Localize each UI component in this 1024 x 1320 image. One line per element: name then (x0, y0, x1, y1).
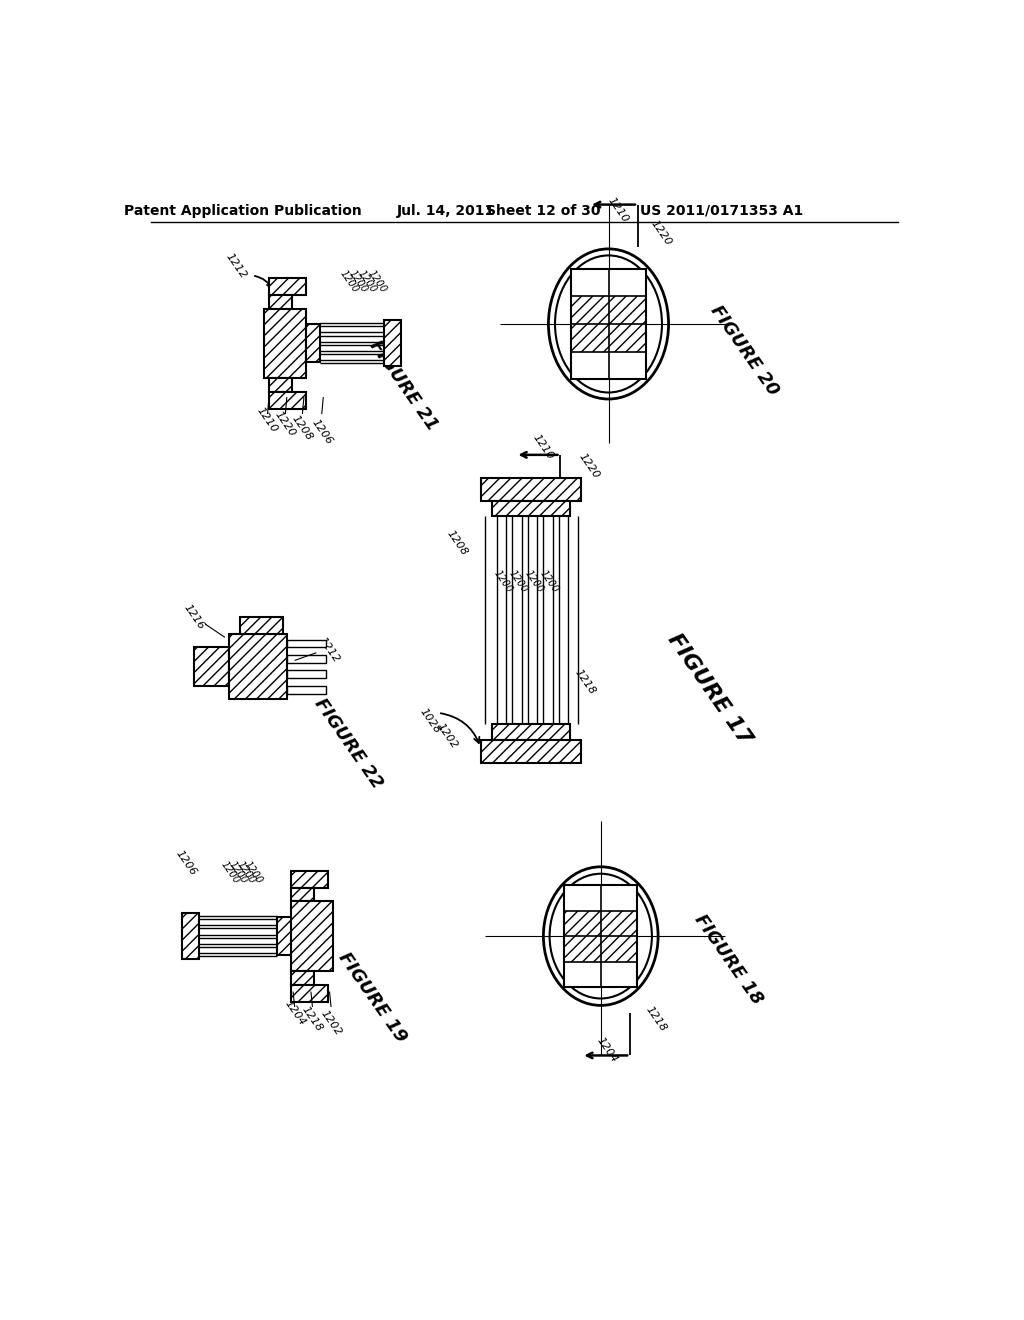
Text: 1200: 1200 (347, 268, 370, 294)
Text: 1218: 1218 (573, 668, 598, 697)
Text: 1210: 1210 (255, 405, 280, 434)
Bar (287, 640, 326, 647)
Bar (480, 739, 582, 763)
Text: Jul. 14, 2011: Jul. 14, 2011 (396, 203, 495, 218)
Text: FIGURE 22: FIGURE 22 (311, 696, 387, 792)
Bar (493, 725, 569, 739)
Text: FIGURE 21: FIGURE 21 (366, 337, 440, 434)
Text: 1204: 1204 (283, 998, 307, 1028)
Bar (228, 635, 287, 700)
Bar (291, 887, 314, 902)
Text: 1028: 1028 (418, 706, 442, 735)
Bar (564, 886, 637, 987)
Text: 1200: 1200 (366, 268, 388, 294)
Text: 1200: 1200 (338, 268, 360, 294)
Text: FIGURE 18: FIGURE 18 (691, 911, 766, 1007)
Bar (291, 902, 334, 970)
Bar (269, 294, 292, 309)
Text: 1220: 1220 (273, 409, 298, 438)
Bar (269, 277, 306, 294)
Bar (287, 655, 326, 663)
Bar (480, 478, 582, 502)
Text: 1212: 1212 (317, 635, 342, 664)
Text: 1200: 1200 (356, 268, 379, 294)
Bar (571, 323, 646, 351)
Text: 1204: 1204 (595, 1035, 620, 1065)
Text: 1220: 1220 (577, 451, 601, 480)
Bar (291, 871, 328, 887)
Text: 1212: 1212 (224, 252, 249, 281)
Bar (287, 671, 326, 678)
Text: 1208: 1208 (445, 529, 470, 558)
Text: 1218: 1218 (300, 1005, 325, 1034)
Text: 1206: 1206 (174, 849, 199, 878)
Text: FIGURE 19: FIGURE 19 (335, 949, 410, 1047)
Bar (291, 970, 314, 985)
Bar (287, 686, 326, 693)
Bar (276, 917, 291, 956)
Bar (571, 268, 646, 379)
Text: Patent Application Publication: Patent Application Publication (124, 203, 361, 218)
Text: 1208: 1208 (290, 413, 314, 442)
Bar (263, 309, 306, 378)
Bar (269, 378, 292, 392)
Bar (571, 296, 646, 323)
Text: 1206: 1206 (309, 417, 334, 446)
Text: 1200: 1200 (234, 859, 257, 886)
Text: 1200: 1200 (219, 859, 242, 886)
Bar (194, 647, 228, 686)
Text: FIGURE 17: FIGURE 17 (664, 631, 755, 748)
Text: 1210: 1210 (530, 433, 555, 462)
Bar (269, 392, 306, 409)
Bar (564, 936, 637, 961)
Text: 1200: 1200 (492, 569, 514, 595)
Text: 1202: 1202 (435, 721, 460, 751)
Bar (241, 616, 283, 635)
Bar (182, 913, 200, 960)
Bar (564, 886, 637, 987)
Bar (564, 911, 637, 936)
Text: 1200: 1200 (523, 569, 546, 595)
Text: FIGURE 20: FIGURE 20 (707, 302, 782, 400)
Text: 1210: 1210 (605, 195, 630, 224)
Text: Sheet 12 of 30: Sheet 12 of 30 (486, 203, 601, 218)
Text: 1202: 1202 (318, 1008, 343, 1038)
Bar (493, 502, 569, 516)
Text: US 2011/0171353 A1: US 2011/0171353 A1 (640, 203, 803, 218)
Bar (571, 268, 646, 379)
Bar (384, 321, 400, 367)
Text: 1200: 1200 (226, 859, 249, 886)
Text: 1200: 1200 (539, 569, 561, 595)
Text: 1216: 1216 (181, 602, 206, 631)
Text: 1200: 1200 (507, 569, 529, 595)
Text: 1218: 1218 (644, 1005, 669, 1034)
Bar (306, 323, 321, 363)
Bar (291, 985, 328, 1002)
Text: 1220: 1220 (649, 219, 674, 248)
Text: 1200: 1200 (243, 859, 265, 886)
